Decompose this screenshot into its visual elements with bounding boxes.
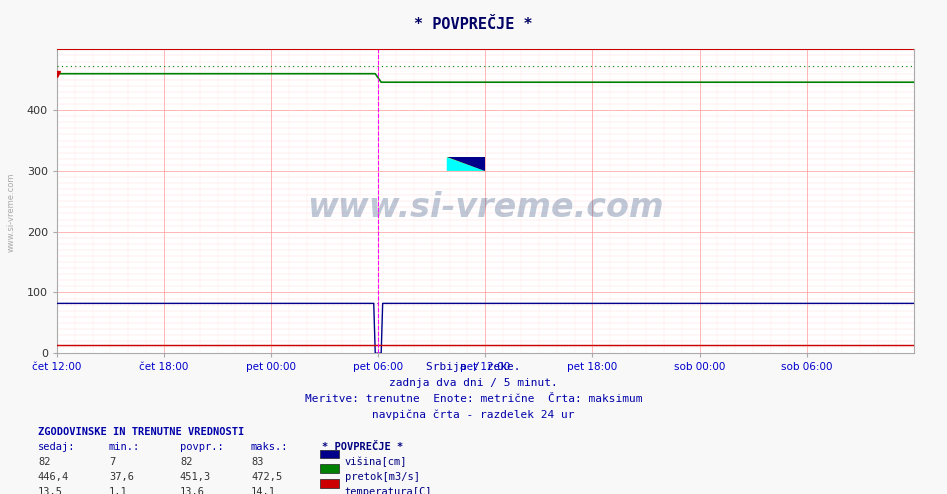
Text: pretok[m3/s]: pretok[m3/s] (345, 472, 420, 482)
Text: višina[cm]: višina[cm] (345, 457, 407, 467)
Text: Meritve: trenutne  Enote: metrične  Črta: maksimum: Meritve: trenutne Enote: metrične Črta: … (305, 394, 642, 404)
Text: zadnja dva dni / 5 minut.: zadnja dva dni / 5 minut. (389, 378, 558, 388)
Text: temperatura[C]: temperatura[C] (345, 487, 432, 494)
Polygon shape (447, 157, 485, 171)
Text: 13,5: 13,5 (38, 487, 63, 494)
Text: povpr.:: povpr.: (180, 442, 223, 452)
Text: ZGODOVINSKE IN TRENUTNE VREDNOSTI: ZGODOVINSKE IN TRENUTNE VREDNOSTI (38, 427, 244, 437)
Text: www.si-vreme.com: www.si-vreme.com (307, 191, 664, 224)
Text: 446,4: 446,4 (38, 472, 69, 482)
Text: www.si-vreme.com: www.si-vreme.com (7, 173, 16, 252)
Text: 7: 7 (109, 457, 116, 467)
Text: Srbija / reke.: Srbija / reke. (426, 362, 521, 371)
Text: navpična črta - razdelek 24 ur: navpična črta - razdelek 24 ur (372, 409, 575, 419)
Polygon shape (447, 157, 485, 171)
Text: 83: 83 (251, 457, 263, 467)
Text: * POVPREČJE *: * POVPREČJE * (414, 17, 533, 32)
Text: 37,6: 37,6 (109, 472, 134, 482)
Text: 82: 82 (180, 457, 192, 467)
Text: 13,6: 13,6 (180, 487, 205, 494)
Text: maks.:: maks.: (251, 442, 289, 452)
Text: 1,1: 1,1 (109, 487, 128, 494)
Text: min.:: min.: (109, 442, 140, 452)
Text: 82: 82 (38, 457, 50, 467)
Text: 14,1: 14,1 (251, 487, 276, 494)
Text: 451,3: 451,3 (180, 472, 211, 482)
FancyBboxPatch shape (447, 157, 485, 171)
Text: * POVPREČJE *: * POVPREČJE * (322, 442, 403, 452)
Text: sedaj:: sedaj: (38, 442, 76, 452)
Text: 472,5: 472,5 (251, 472, 282, 482)
